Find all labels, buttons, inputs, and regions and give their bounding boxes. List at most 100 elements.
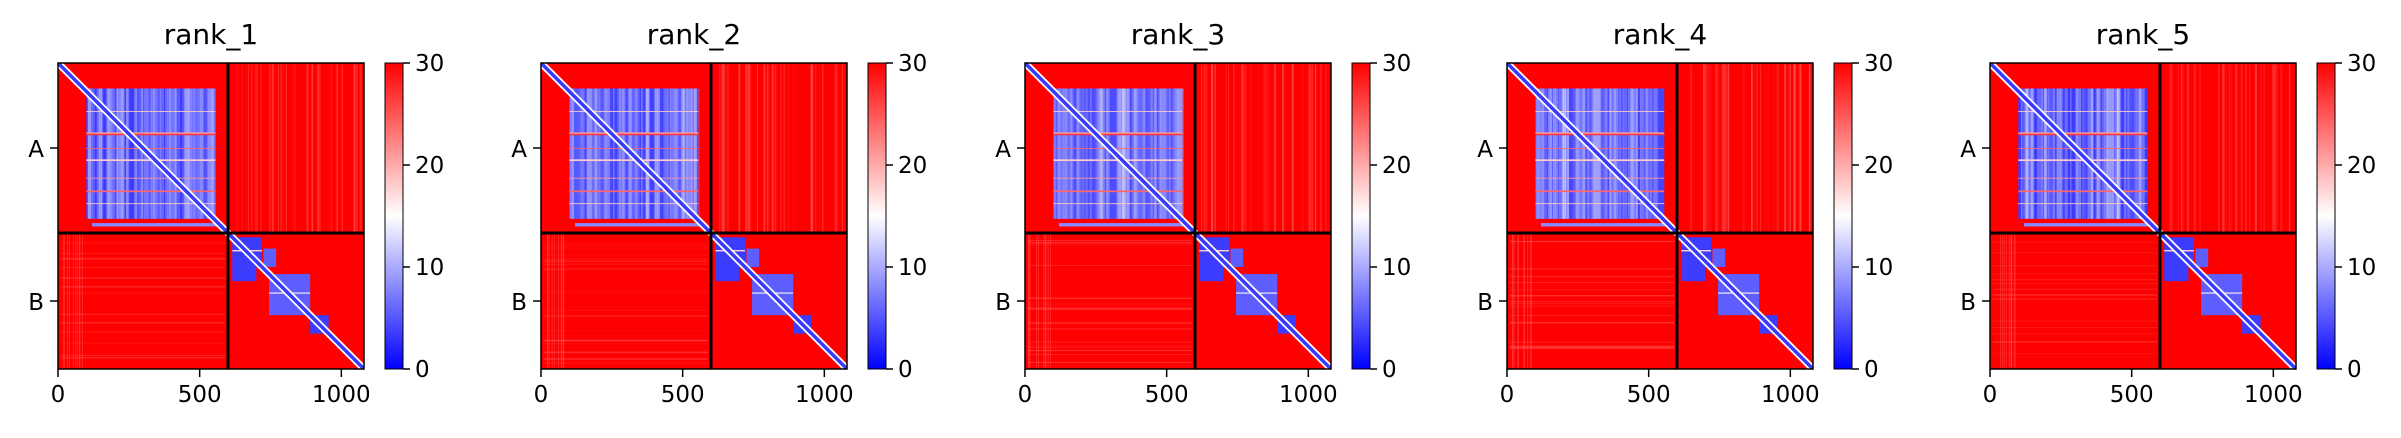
block-a-texture bbox=[665, 88, 669, 219]
inter-stripe bbox=[1264, 64, 1267, 232]
block-a-texture bbox=[695, 88, 698, 219]
block-a-texture bbox=[2117, 88, 2121, 219]
block-a-texture bbox=[2020, 88, 2023, 219]
block-a-lower-strip bbox=[575, 223, 700, 227]
inter-stripe bbox=[2229, 64, 2233, 232]
block-a-stripe bbox=[569, 148, 699, 149]
block-a-texture bbox=[2043, 88, 2046, 219]
block-a-texture bbox=[1133, 88, 1136, 219]
block-a-texture bbox=[593, 88, 597, 219]
block-a-texture bbox=[185, 88, 189, 219]
block-a-texture bbox=[2136, 88, 2139, 219]
block-a-texture bbox=[1609, 88, 1612, 219]
inter-stripe bbox=[356, 64, 358, 232]
block-a-stripe bbox=[1053, 132, 1183, 135]
inter-row bbox=[60, 257, 226, 260]
inter-stripe bbox=[768, 64, 770, 232]
block-a-texture bbox=[1537, 88, 1540, 219]
block-a-texture bbox=[1119, 88, 1124, 219]
block-a-texture bbox=[1155, 88, 1157, 219]
block-a-texture bbox=[1630, 88, 1635, 219]
block-a-texture bbox=[2059, 88, 2064, 219]
block-a-stripe bbox=[2018, 148, 2148, 149]
block-a-stripe bbox=[1053, 203, 1183, 205]
block-a-texture bbox=[1609, 88, 1613, 219]
inter-row bbox=[543, 362, 709, 364]
inter-row bbox=[1027, 241, 1193, 244]
inter-stripe bbox=[807, 64, 809, 232]
inter-row bbox=[1509, 240, 1675, 242]
inter-stripe bbox=[1693, 64, 1695, 232]
inter-row bbox=[543, 268, 709, 270]
block-a-texture bbox=[1076, 88, 1080, 219]
block-a-texture bbox=[1133, 88, 1136, 219]
block-a-texture bbox=[1640, 88, 1643, 219]
inter-stripe bbox=[745, 64, 748, 232]
block-a-texture bbox=[159, 88, 162, 219]
inter-stripe bbox=[335, 64, 336, 232]
block-a-texture bbox=[675, 88, 679, 219]
block-a-texture bbox=[1587, 88, 1591, 219]
block-a-texture bbox=[608, 88, 610, 219]
block-a-texture bbox=[109, 88, 112, 219]
block-a-stripe bbox=[2018, 177, 2148, 179]
inter-col bbox=[2001, 234, 2003, 368]
block-a-texture bbox=[107, 88, 111, 219]
block-a-texture bbox=[1614, 88, 1616, 219]
block-a-texture bbox=[189, 88, 191, 219]
inter-stripe bbox=[1788, 64, 1791, 232]
inter-stripe bbox=[1688, 64, 1689, 232]
block-a-texture bbox=[569, 88, 574, 219]
inter-stripe bbox=[764, 64, 766, 232]
inter-row bbox=[60, 277, 226, 279]
inter-col bbox=[1512, 234, 1514, 368]
block-a-texture bbox=[641, 88, 643, 219]
block-a-texture bbox=[2115, 88, 2119, 219]
inter-col bbox=[2013, 234, 2015, 368]
inter-stripe bbox=[774, 64, 777, 232]
inter-stripe bbox=[2193, 64, 2196, 232]
inter-stripe bbox=[2228, 64, 2230, 232]
colorbar-tick-label: 30 bbox=[1864, 51, 1893, 77]
colorbar-tick-label: 20 bbox=[898, 153, 927, 179]
block-a-texture bbox=[607, 88, 609, 219]
block-a-texture bbox=[1645, 88, 1649, 219]
block-a-texture bbox=[109, 88, 112, 219]
inter-stripe bbox=[2266, 64, 2269, 232]
block-a-texture bbox=[108, 88, 110, 219]
block-a-texture bbox=[2052, 88, 2056, 219]
block-a-red-row bbox=[2018, 133, 2148, 136]
inter-stripe bbox=[2223, 64, 2225, 232]
block-a-texture bbox=[107, 88, 110, 219]
block-a-texture bbox=[586, 88, 590, 219]
block-a-texture bbox=[1562, 88, 1567, 219]
block-a-texture bbox=[635, 88, 639, 219]
block-a-texture bbox=[1161, 88, 1165, 219]
inter-stripe bbox=[1767, 64, 1769, 232]
block-a-stripe bbox=[2018, 203, 2148, 205]
block-a-texture bbox=[2096, 88, 2099, 219]
inter-row bbox=[543, 254, 709, 256]
block-a-texture bbox=[2043, 88, 2045, 219]
block-a-texture bbox=[2096, 88, 2100, 219]
block-a-texture bbox=[1652, 88, 1657, 219]
block-a-stripe bbox=[86, 177, 216, 179]
inter-stripe bbox=[2169, 64, 2172, 232]
inter-col bbox=[1524, 234, 1526, 368]
block-a-texture bbox=[183, 88, 187, 219]
inter-stripe bbox=[1727, 64, 1730, 232]
diagonal bbox=[1990, 63, 2296, 369]
inter-row bbox=[1509, 345, 1675, 348]
block-a-texture bbox=[92, 88, 95, 219]
block-a-texture bbox=[1582, 88, 1584, 219]
block-a-texture bbox=[88, 88, 91, 219]
inter-stripe bbox=[328, 64, 331, 232]
block-a-texture bbox=[1581, 88, 1586, 219]
block-a-texture bbox=[2025, 88, 2028, 219]
block-a-texture bbox=[1649, 88, 1653, 219]
block-a-texture bbox=[619, 88, 622, 219]
block-a-texture bbox=[2127, 88, 2130, 219]
block-a-texture bbox=[1077, 88, 1082, 219]
heatmap bbox=[1507, 63, 1813, 369]
block-a-texture bbox=[638, 88, 641, 219]
